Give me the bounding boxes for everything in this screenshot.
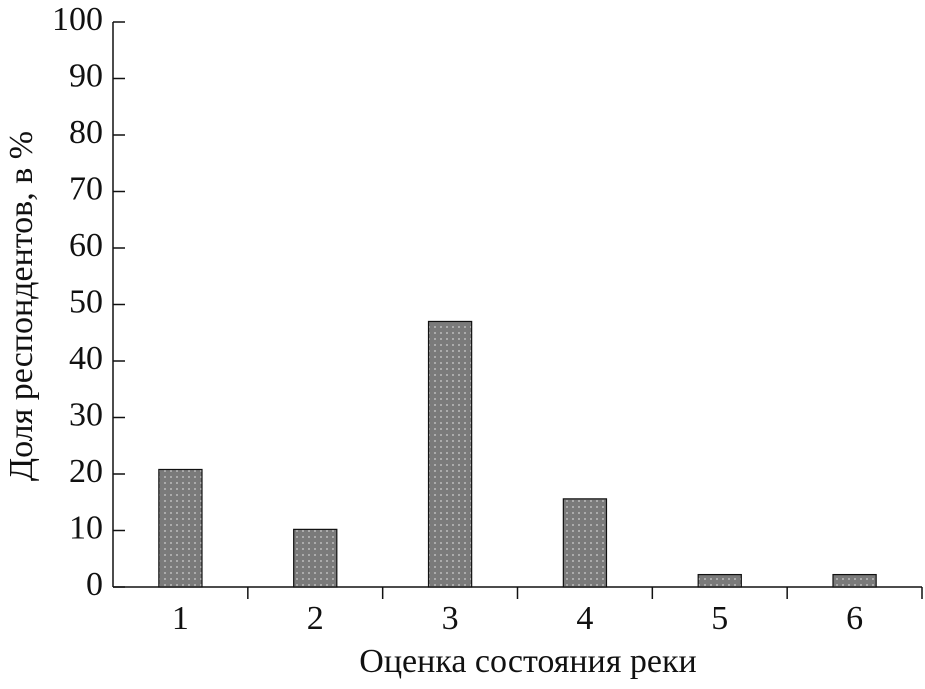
y-tick-label: 20 xyxy=(69,453,103,490)
y-tick-label: 80 xyxy=(69,114,103,151)
bar xyxy=(832,573,877,588)
x-axis-label: Оценка состояния реки xyxy=(359,643,696,680)
x-tick-label: 3 xyxy=(442,600,459,637)
y-tick-label: 70 xyxy=(69,170,103,207)
x-tick-label: 4 xyxy=(576,600,593,637)
y-tick-label: 50 xyxy=(69,283,103,320)
x-tick-label: 2 xyxy=(307,600,324,637)
bar xyxy=(562,498,608,588)
y-tick-label: 60 xyxy=(69,227,103,264)
bar xyxy=(697,573,742,588)
y-tick-label: 40 xyxy=(69,340,103,377)
bar xyxy=(427,320,473,588)
y-tick-label: 0 xyxy=(86,566,103,603)
y-axis-label: Доля респондентов, в % xyxy=(3,131,40,481)
x-tick-label: 6 xyxy=(846,600,863,637)
x-tick-label: 5 xyxy=(711,600,728,637)
y-tick-label: 100 xyxy=(52,1,103,38)
y-tick-label: 30 xyxy=(69,396,103,433)
x-tick-label: 1 xyxy=(172,600,189,637)
y-tick-label: 10 xyxy=(69,509,103,546)
bar xyxy=(158,468,203,588)
y-tick-label: 90 xyxy=(69,57,103,94)
bar xyxy=(293,528,338,588)
